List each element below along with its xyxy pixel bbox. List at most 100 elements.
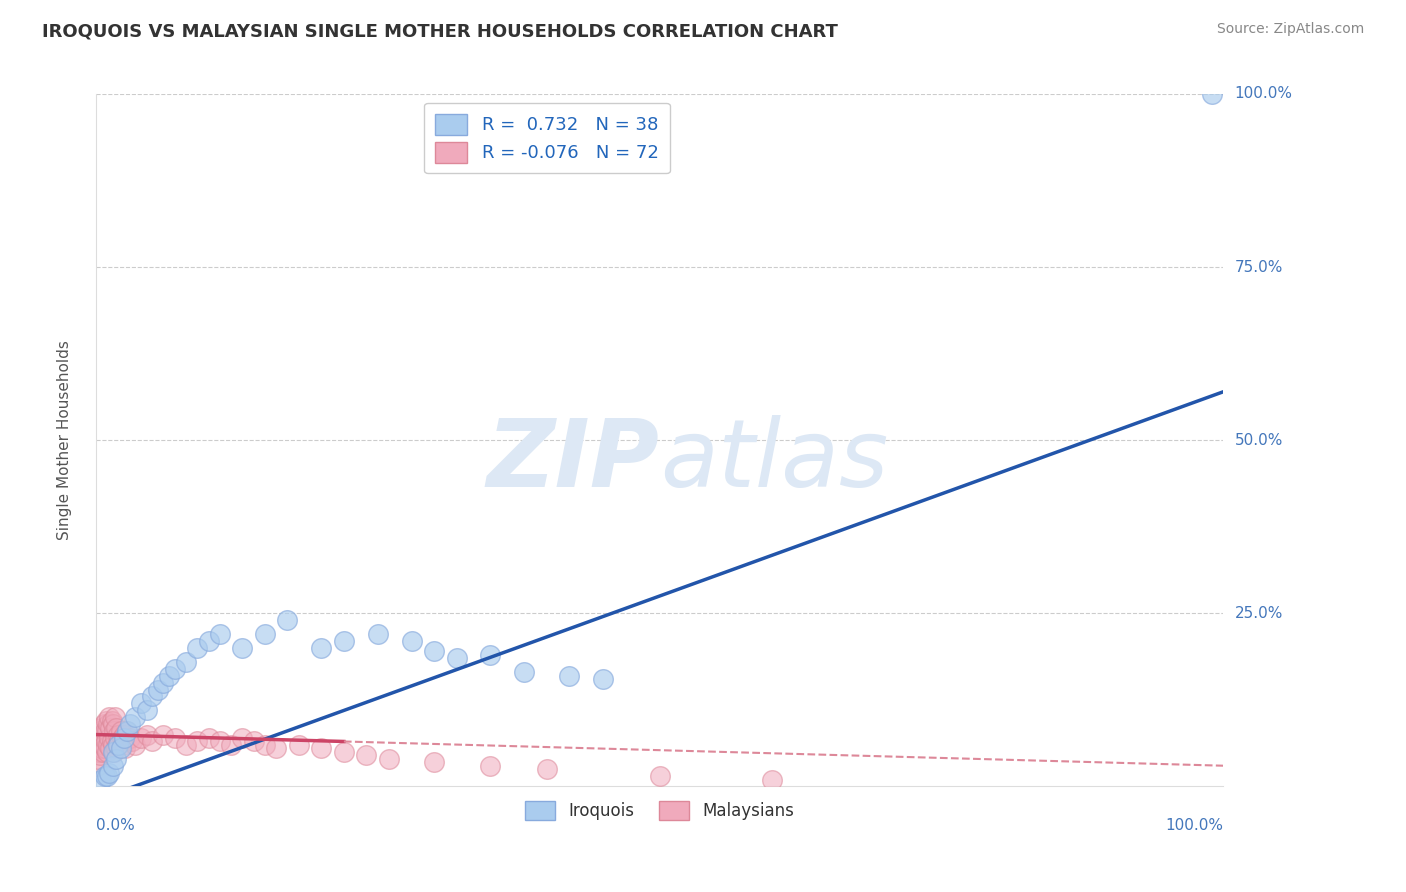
Text: 25.0%: 25.0% — [1234, 606, 1282, 621]
Text: Source: ZipAtlas.com: Source: ZipAtlas.com — [1216, 22, 1364, 37]
Point — [157, 668, 180, 682]
Legend: Iroquois, Malaysians: Iroquois, Malaysians — [519, 794, 801, 827]
Point — [152, 727, 174, 741]
Point — [96, 769, 118, 783]
Point — [87, 752, 110, 766]
Text: 75.0%: 75.0% — [1234, 260, 1282, 275]
Point — [264, 741, 287, 756]
Point — [219, 738, 242, 752]
Point — [89, 745, 111, 759]
Point — [311, 741, 333, 756]
Point — [98, 731, 121, 745]
Point — [152, 675, 174, 690]
Point — [100, 721, 122, 735]
Point — [96, 724, 118, 739]
Point — [333, 634, 356, 648]
Point — [112, 727, 135, 741]
Point — [135, 703, 157, 717]
Text: atlas: atlas — [659, 416, 887, 507]
Point — [94, 741, 117, 756]
Point — [592, 672, 614, 686]
Point — [93, 738, 115, 752]
Point — [423, 756, 446, 770]
Point — [90, 741, 112, 756]
Point — [174, 655, 197, 669]
Point — [108, 734, 131, 748]
Point — [208, 627, 231, 641]
Point — [253, 627, 276, 641]
Point — [114, 741, 136, 756]
Point — [104, 710, 127, 724]
Point — [163, 662, 186, 676]
Point — [401, 634, 423, 648]
Text: 0.0%: 0.0% — [96, 818, 135, 832]
Point — [197, 634, 219, 648]
Point — [276, 613, 298, 627]
Point — [89, 724, 111, 739]
Point — [101, 717, 124, 731]
Point — [558, 668, 581, 682]
Point — [648, 769, 671, 783]
Point — [94, 734, 117, 748]
Point — [186, 734, 208, 748]
Point — [141, 734, 163, 748]
Point — [94, 724, 117, 739]
Point — [110, 724, 132, 739]
Point — [513, 665, 536, 680]
Point — [446, 651, 468, 665]
Point — [110, 741, 132, 756]
Text: 100.0%: 100.0% — [1234, 87, 1292, 102]
Point — [117, 724, 139, 739]
Point — [111, 731, 134, 745]
Point — [90, 772, 112, 787]
Point — [91, 727, 114, 741]
Point — [97, 738, 120, 752]
Point — [86, 758, 108, 772]
Point — [101, 738, 124, 752]
Point — [479, 648, 502, 662]
Point — [121, 734, 143, 748]
Point — [100, 734, 122, 748]
Point — [129, 731, 152, 745]
Point — [118, 717, 141, 731]
Point — [91, 745, 114, 759]
Point — [231, 640, 253, 655]
Point — [536, 762, 558, 776]
Point — [94, 769, 117, 783]
Point — [101, 745, 124, 759]
Point — [98, 765, 121, 780]
Text: IROQUOIS VS MALAYSIAN SINGLE MOTHER HOUSEHOLDS CORRELATION CHART: IROQUOIS VS MALAYSIAN SINGLE MOTHER HOUS… — [42, 22, 838, 40]
Point — [105, 721, 128, 735]
Point — [367, 627, 389, 641]
Point — [311, 640, 333, 655]
Point — [1201, 87, 1223, 101]
Point — [287, 738, 309, 752]
Text: 50.0%: 50.0% — [1234, 433, 1282, 448]
Point — [104, 731, 127, 745]
Text: 100.0%: 100.0% — [1166, 818, 1223, 832]
Point — [87, 731, 110, 745]
Point — [90, 721, 112, 735]
Point — [135, 727, 157, 741]
Point — [197, 731, 219, 745]
Point — [111, 738, 134, 752]
Point — [208, 734, 231, 748]
Point — [141, 690, 163, 704]
Point — [105, 752, 128, 766]
Point — [100, 714, 122, 728]
Point — [117, 724, 139, 739]
Point — [100, 741, 122, 756]
Point — [105, 741, 128, 756]
Point — [107, 727, 129, 741]
Point — [129, 697, 152, 711]
Point — [105, 738, 128, 752]
Point — [333, 745, 356, 759]
Point — [103, 724, 125, 739]
Point — [253, 738, 276, 752]
Point — [174, 738, 197, 752]
Point — [479, 758, 502, 772]
Point — [124, 738, 146, 752]
Point — [93, 717, 115, 731]
Point — [94, 714, 117, 728]
Point — [103, 745, 125, 759]
